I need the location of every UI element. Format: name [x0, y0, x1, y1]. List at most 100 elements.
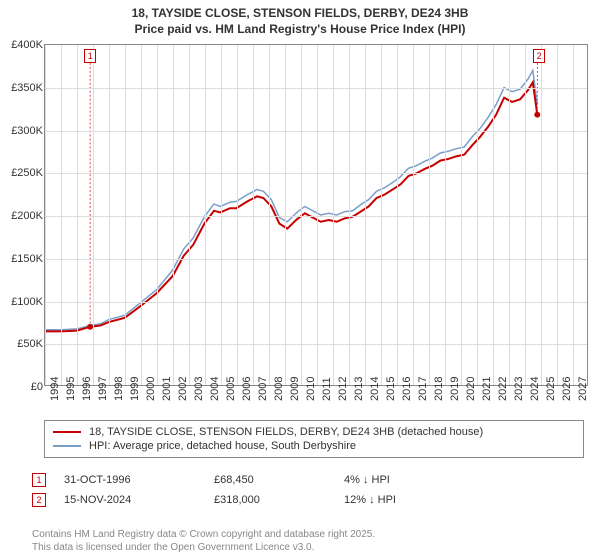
transaction-row: 131-OCT-1996£68,4504% ↓ HPI — [32, 470, 572, 490]
series-hpi — [45, 70, 537, 329]
transaction-date: 15-NOV-2024 — [64, 494, 214, 506]
gridline-vertical — [317, 45, 318, 385]
y-axis-label: £350K — [3, 82, 43, 94]
gridline-vertical — [253, 45, 254, 385]
gridline-vertical — [509, 45, 510, 385]
legend-label: 18, TAYSIDE CLOSE, STENSON FIELDS, DERBY… — [89, 426, 483, 438]
gridline-vertical — [45, 45, 46, 385]
legend-label: HPI: Average price, detached house, Sout… — [89, 440, 356, 452]
marker-label-1: 1 — [84, 49, 96, 63]
x-axis-label: 2024 — [529, 377, 541, 401]
gridline-vertical — [541, 45, 542, 385]
y-axis-label: £150K — [3, 253, 43, 265]
x-axis-label: 2014 — [369, 377, 381, 401]
y-axis-label: £0 — [3, 381, 43, 393]
gridline-vertical — [301, 45, 302, 385]
y-axis-label: £100K — [3, 296, 43, 308]
x-axis-label: 2011 — [321, 377, 333, 401]
gridline-vertical — [461, 45, 462, 385]
gridline-vertical — [525, 45, 526, 385]
price-chart: £0£50K£100K£150K£200K£250K£300K£350K£400… — [44, 44, 588, 386]
x-axis-label: 1997 — [97, 377, 109, 401]
x-axis-label: 2007 — [257, 377, 269, 401]
transaction-price: £318,000 — [214, 494, 344, 506]
x-axis-label: 2027 — [577, 377, 589, 401]
x-axis-label: 2023 — [513, 377, 525, 401]
x-axis-label: 2025 — [545, 377, 557, 401]
x-axis-label: 2005 — [225, 377, 237, 401]
gridline-vertical — [333, 45, 334, 385]
gridline-vertical — [573, 45, 574, 385]
transaction-change: 4% ↓ HPI — [344, 474, 474, 486]
gridline-vertical — [365, 45, 366, 385]
gridline-horizontal — [45, 259, 587, 260]
gridline-vertical — [77, 45, 78, 385]
gridline-vertical — [349, 45, 350, 385]
x-axis-label: 2003 — [193, 377, 205, 401]
x-axis-label: 1998 — [113, 377, 125, 401]
gridline-horizontal — [45, 131, 587, 132]
x-axis-label: 2021 — [481, 377, 493, 401]
gridline-vertical — [493, 45, 494, 385]
gridline-horizontal — [45, 88, 587, 89]
x-axis-label: 2010 — [305, 377, 317, 401]
gridline-vertical — [397, 45, 398, 385]
legend-item: HPI: Average price, detached house, Sout… — [53, 439, 575, 453]
x-axis-label: 2001 — [161, 377, 173, 401]
y-axis-label: £250K — [3, 167, 43, 179]
chart-legend: 18, TAYSIDE CLOSE, STENSON FIELDS, DERBY… — [44, 420, 584, 458]
x-axis-label: 2002 — [177, 377, 189, 401]
transaction-price: £68,450 — [214, 474, 344, 486]
gridline-horizontal — [45, 302, 587, 303]
x-axis-label: 2015 — [385, 377, 397, 401]
gridline-vertical — [237, 45, 238, 385]
gridline-vertical — [141, 45, 142, 385]
x-axis-label: 2009 — [289, 377, 301, 401]
gridline-vertical — [109, 45, 110, 385]
footer-attribution: Contains HM Land Registry data © Crown c… — [32, 528, 375, 554]
gridline-vertical — [557, 45, 558, 385]
gridline-vertical — [381, 45, 382, 385]
x-axis-label: 2013 — [353, 377, 365, 401]
gridline-vertical — [125, 45, 126, 385]
x-axis-label: 1996 — [81, 377, 93, 401]
legend-item: 18, TAYSIDE CLOSE, STENSON FIELDS, DERBY… — [53, 425, 575, 439]
x-axis-label: 1995 — [65, 377, 77, 401]
chart-title: 18, TAYSIDE CLOSE, STENSON FIELDS, DERBY… — [0, 0, 600, 39]
marker-point-2 — [534, 112, 540, 118]
gridline-horizontal — [45, 344, 587, 345]
gridline-vertical — [93, 45, 94, 385]
x-axis-label: 2008 — [273, 377, 285, 401]
y-axis-label: £400K — [3, 39, 43, 51]
gridline-vertical — [205, 45, 206, 385]
gridline-vertical — [413, 45, 414, 385]
gridline-vertical — [173, 45, 174, 385]
x-axis-label: 2004 — [209, 377, 221, 401]
x-axis-label: 2020 — [465, 377, 477, 401]
y-axis-label: £200K — [3, 210, 43, 222]
gridline-vertical — [61, 45, 62, 385]
x-axis-label: 2019 — [449, 377, 461, 401]
gridline-vertical — [477, 45, 478, 385]
gridline-vertical — [269, 45, 270, 385]
transaction-marker: 2 — [32, 493, 46, 507]
transaction-row: 215-NOV-2024£318,00012% ↓ HPI — [32, 490, 572, 510]
footer-line-1: Contains HM Land Registry data © Crown c… — [32, 528, 375, 541]
legend-swatch — [53, 431, 81, 433]
transaction-marker: 1 — [32, 473, 46, 487]
series-price_paid — [45, 82, 537, 331]
x-axis-label: 1994 — [49, 377, 61, 401]
x-axis-label: 2017 — [417, 377, 429, 401]
y-axis-label: £50K — [3, 338, 43, 350]
chart-svg — [45, 45, 587, 385]
legend-swatch — [53, 445, 81, 447]
x-axis-label: 2000 — [145, 377, 157, 401]
gridline-horizontal — [45, 216, 587, 217]
transaction-table: 131-OCT-1996£68,4504% ↓ HPI 2 15-NOV-2024£… — [32, 470, 572, 510]
y-axis-label: £300K — [3, 125, 43, 137]
x-axis-label: 2006 — [241, 377, 253, 401]
x-axis-label: 2018 — [433, 377, 445, 401]
x-axis-label: 2016 — [401, 377, 413, 401]
x-axis-label: 2022 — [497, 377, 509, 401]
gridline-vertical — [221, 45, 222, 385]
